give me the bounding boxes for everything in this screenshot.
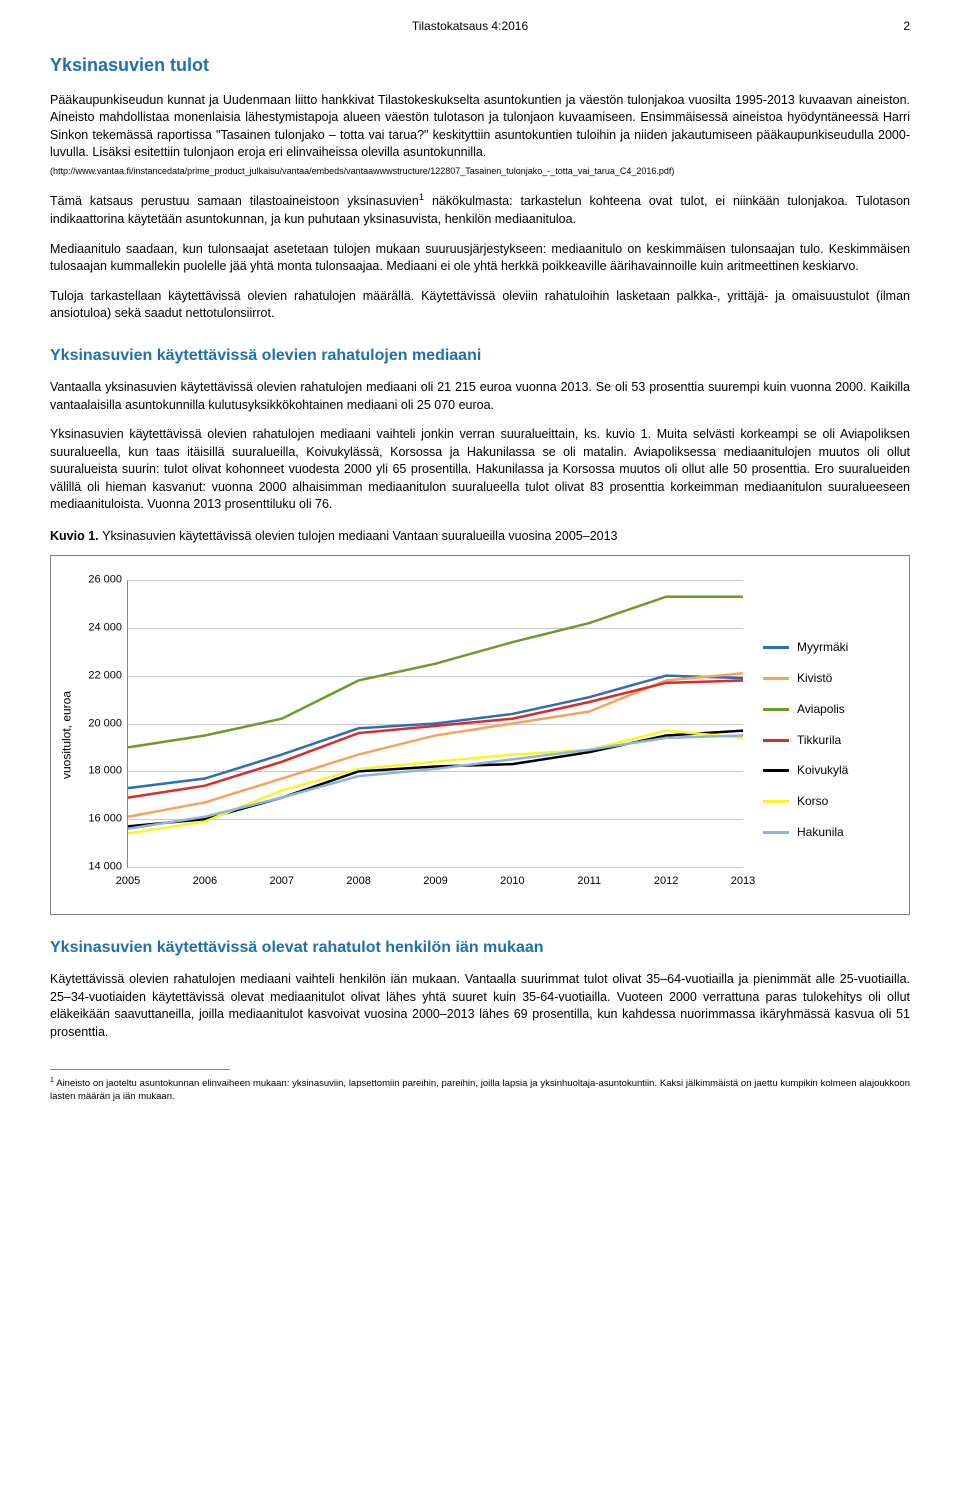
figure-caption: Kuvio 1. Yksinasuvien käytettävissä olev…	[50, 528, 910, 546]
paragraph: Pääkaupunkiseudun kunnat ja Uudenmaan li…	[50, 92, 910, 180]
legend-label: Myyrmäki	[797, 639, 848, 656]
legend-swatch	[763, 708, 789, 711]
y-tick-label: 14 000	[70, 859, 122, 874]
x-tick-label: 2012	[654, 874, 678, 889]
gridline	[128, 867, 743, 868]
footnote-text: Aineisto on jaoteltu asuntokunnan elinva…	[50, 1079, 910, 1102]
paragraph: Yksinasuvien käytettävissä olevien rahat…	[50, 426, 910, 514]
legend-swatch	[763, 646, 789, 649]
chart-legend: Myyrmäki Kivistö Aviapolis Tikkurila Koivuky…	[763, 572, 893, 898]
legend-swatch	[763, 677, 789, 680]
footnote-separator	[50, 1069, 230, 1070]
legend-item: Aviapolis	[763, 701, 893, 718]
chart-plot-area: vuositulot, euroa 14 00016 00018 00020 0…	[67, 572, 751, 898]
y-tick-label: 16 000	[70, 811, 122, 826]
legend-swatch	[763, 800, 789, 803]
x-tick-label: 2013	[731, 874, 755, 889]
x-tick-label: 2006	[193, 874, 217, 889]
heading-section2: Yksinasuvien käytettävissä olevien rahat…	[50, 345, 910, 367]
y-tick-label: 20 000	[70, 716, 122, 731]
legend-label: Korso	[797, 793, 828, 810]
page-number: 2	[890, 18, 910, 35]
x-tick-label: 2009	[423, 874, 447, 889]
x-tick-label: 2010	[500, 874, 524, 889]
x-tick-label: 2008	[346, 874, 370, 889]
legend-label: Aviapolis	[797, 701, 845, 718]
legend-label: Koivukylä	[797, 762, 848, 779]
y-tick-label: 18 000	[70, 764, 122, 779]
paragraph: Käytettävissä olevien rahatulojen mediaa…	[50, 971, 910, 1041]
text: Tämä katsaus perustuu samaan tilastoaine…	[50, 195, 419, 209]
legend-item: Korso	[763, 793, 893, 810]
y-tick-label: 24 000	[70, 620, 122, 635]
legend-label: Kivistö	[797, 670, 832, 687]
legend-label: Hakunila	[797, 824, 844, 841]
heading-section3: Yksinasuvien käytettävissä olevat rahatu…	[50, 937, 910, 959]
paragraph: Tämä katsaus perustuu samaan tilastoaine…	[50, 191, 910, 228]
legend-swatch	[763, 831, 789, 834]
figure-caption-text: Yksinasuvien käytettävissä olevien tuloj…	[102, 529, 617, 543]
paragraph: Tuloja tarkastellaan käytettävissä olevi…	[50, 288, 910, 323]
x-tick-label: 2007	[270, 874, 294, 889]
chart-lines	[128, 580, 743, 867]
legend-item: Hakunila	[763, 824, 893, 841]
legend-swatch	[763, 739, 789, 742]
header-center: Tilastokatsaus 4:2016	[50, 18, 890, 35]
legend-item: Tikkurila	[763, 732, 893, 749]
series-line	[128, 673, 743, 817]
footnote: 1 Aineisto on jaoteltu asuntokunnan elin…	[50, 1076, 910, 1103]
paragraph: Vantaalla yksinasuvien käytettävissä ole…	[50, 379, 910, 414]
source-link: (http://www.vantaa.fi/instancedata/prime…	[50, 166, 674, 176]
x-tick-label: 2011	[577, 874, 601, 889]
line-chart: vuositulot, euroa 14 00016 00018 00020 0…	[50, 555, 910, 915]
x-tick-label: 2005	[116, 874, 140, 889]
text: Pääkaupunkiseudun kunnat ja Uudenmaan li…	[50, 93, 910, 160]
heading-section1: Yksinasuvien tulot	[50, 53, 910, 78]
y-tick-label: 26 000	[70, 572, 122, 587]
legend-item: Kivistö	[763, 670, 893, 687]
legend-swatch	[763, 769, 789, 772]
paragraph: Mediaanitulo saadaan, kun tulonsaajat as…	[50, 241, 910, 276]
legend-item: Myyrmäki	[763, 639, 893, 656]
legend-label: Tikkurila	[797, 732, 841, 749]
y-tick-label: 22 000	[70, 668, 122, 683]
doc-header: Tilastokatsaus 4:2016 2	[50, 18, 910, 35]
legend-item: Koivukylä	[763, 762, 893, 779]
figure-label: Kuvio 1.	[50, 529, 99, 543]
